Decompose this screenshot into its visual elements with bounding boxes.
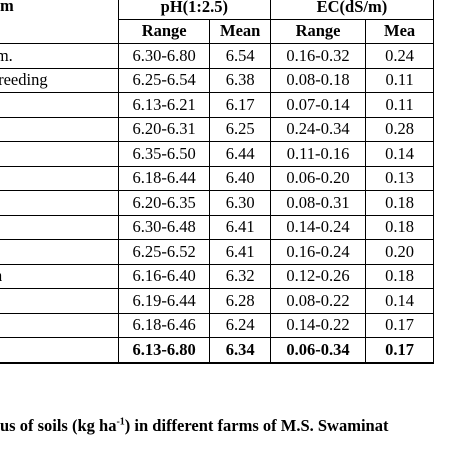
header-row-sub: Range Mean Range Mea [0, 18, 434, 44]
total-ph-range: 6.13-6.80 [117, 337, 211, 364]
farm-name-cell [0, 116, 119, 142]
table-row: vation6.16-6.406.320.12-0.260.18 [0, 263, 434, 289]
caption-after: ) in different farms of M.S. Swaminat [124, 416, 389, 435]
ph-range-cell: 6.18-6.46 [117, 312, 211, 338]
ph-mean-cell: 6.17 [209, 92, 271, 118]
ec-range-cell: 0.11-0.16 [269, 141, 367, 167]
ph-mean-header: Mean [209, 18, 271, 44]
ph-mean-cell: 6.44 [209, 141, 271, 167]
farm-name-cell [0, 214, 119, 240]
ec-range-cell: 0.06-0.20 [269, 165, 367, 191]
ec-range-cell: 0.12-0.26 [269, 263, 367, 289]
ph-range-cell: 6.18-6.44 [117, 165, 211, 191]
ph-mean-cell: 6.25 [209, 116, 271, 142]
farm-name-cell [0, 312, 119, 338]
farm-name-cell [0, 190, 119, 216]
ec-mean-cell: 0.11 [365, 92, 434, 118]
table-row: . Chem.6.30-6.806.540.16-0.320.24 [0, 43, 434, 69]
table-row: 6.20-6.35 6.30 0.08-0.31 0.18 [0, 190, 434, 216]
farm-column-header: of farm [0, 0, 119, 44]
ec-mean-cell: 0.18 [365, 214, 434, 240]
ph-range-cell: 6.20-6.31 [117, 116, 211, 142]
farm-name-cell: lant breeding [0, 67, 119, 93]
ph-range-cell: 6.30-6.80 [117, 43, 211, 69]
ph-mean-cell: 6.28 [209, 288, 271, 314]
table-caption: us of soils (kg ha-1) in different farms… [0, 416, 474, 436]
ph-mean-cell: 6.32 [209, 263, 271, 289]
ec-range-cell: 0.08-0.31 [269, 190, 367, 216]
farm-name-cell: . Chem. [0, 43, 119, 69]
ec-mean-header: Mea [365, 18, 434, 44]
table-row: 6.20-6.31 6.25 0.24-0.34 0.28 [0, 116, 434, 142]
ph-range-cell: 6.30-6.48 [117, 214, 211, 240]
ec-mean-cell: 0.14 [365, 141, 434, 167]
ec-range-cell: 0.08-0.22 [269, 288, 367, 314]
table-row: 6.19-6.44 6.28 0.08-0.22 0.14 [0, 288, 434, 314]
ec-range-cell: 0.24-0.34 [269, 116, 367, 142]
ph-range-header: Range [117, 18, 211, 44]
ec-mean-cell: 0.18 [365, 190, 434, 216]
ph-group-header: pH(1:2.5) [117, 0, 271, 20]
farm-name-cell: y [0, 92, 119, 118]
ph-range-cell: 6.13-6.21 [117, 92, 211, 118]
ec-range-header: Range [269, 18, 367, 44]
ph-range-cell: 6.20-6.35 [117, 190, 211, 216]
ec-mean-cell: 0.28 [365, 116, 434, 142]
caption-before: us of soils (kg ha [0, 416, 117, 435]
ph-mean-cell: 6.38 [209, 67, 271, 93]
ph-mean-cell: 6.41 [209, 239, 271, 265]
ec-range-cell: 0.08-0.18 [269, 67, 367, 93]
farm-name-cell [0, 165, 119, 191]
ec-group-header: EC(dS/m) [269, 0, 435, 20]
farm-name-cell [0, 288, 119, 314]
ph-range-cell: 6.19-6.44 [117, 288, 211, 314]
total-row: 6.13-6.80 6.34 0.06-0.34 0.17 [0, 337, 434, 364]
ec-mean-cell: 0.24 [365, 43, 434, 69]
table-row: lant breeding6.25-6.546.380.08-0.180.11 [0, 67, 434, 93]
table-row: 6.18-6.46 6.24 0.14-0.22 0.17 [0, 312, 434, 338]
table-row: 6.18-6.44 6.40 0.06-0.20 0.13 [0, 165, 434, 191]
ph-range-cell: 6.25-6.54 [117, 67, 211, 93]
farm-name-cell: vation [0, 263, 119, 289]
ec-range-cell: 0.16-0.24 [269, 239, 367, 265]
ph-mean-cell: 6.40 [209, 165, 271, 191]
ph-range-cell: 6.16-6.40 [117, 263, 211, 289]
total-ec-range: 0.06-0.34 [269, 337, 367, 364]
ph-range-cell: 6.25-6.52 [117, 239, 211, 265]
header-row-group: of farm pH(1:2.5) EC(dS/m) [0, 0, 435, 44]
total-ph-mean: 6.34 [209, 337, 271, 364]
table-row: y6.13-6.216.170.07-0.140.11 [0, 92, 434, 118]
ph-mean-cell: 6.54 [209, 43, 271, 69]
ec-range-cell: 0.16-0.32 [269, 43, 367, 69]
ec-mean-cell: 0.14 [365, 288, 434, 314]
ec-range-cell: 0.14-0.22 [269, 312, 367, 338]
caption-superscript: -1 [116, 416, 125, 428]
ec-range-cell: 0.14-0.24 [269, 214, 367, 240]
ph-mean-cell: 6.24 [209, 312, 271, 338]
ec-mean-cell: 0.13 [365, 165, 434, 191]
total-ec-mean: 0.17 [365, 337, 434, 364]
table-row: 6.35-6.50 6.44 0.11-0.16 0.14 [0, 141, 434, 167]
total-name-cell [0, 337, 119, 364]
ec-mean-cell: 0.20 [365, 239, 434, 265]
ph-range-cell: 6.35-6.50 [117, 141, 211, 167]
soil-properties-table: of farm pH(1:2.5) EC(dS/m) Range Mean Ra… [0, 0, 435, 364]
table-row: 6.25-6.52 6.41 0.16-0.24 0.20 [0, 239, 434, 265]
ec-mean-cell: 0.18 [365, 263, 434, 289]
ph-mean-cell: 6.41 [209, 214, 271, 240]
farm-name-cell [0, 141, 119, 167]
table-row: 6.30-6.48 6.41 0.14-0.24 0.18 [0, 214, 434, 240]
ec-mean-cell: 0.17 [365, 312, 434, 338]
ec-range-cell: 0.07-0.14 [269, 92, 367, 118]
farm-name-cell [0, 239, 119, 265]
ec-mean-cell: 0.11 [365, 67, 434, 93]
table-body: . Chem.6.30-6.806.540.16-0.320.24lant br… [0, 43, 434, 364]
ph-mean-cell: 6.30 [209, 190, 271, 216]
